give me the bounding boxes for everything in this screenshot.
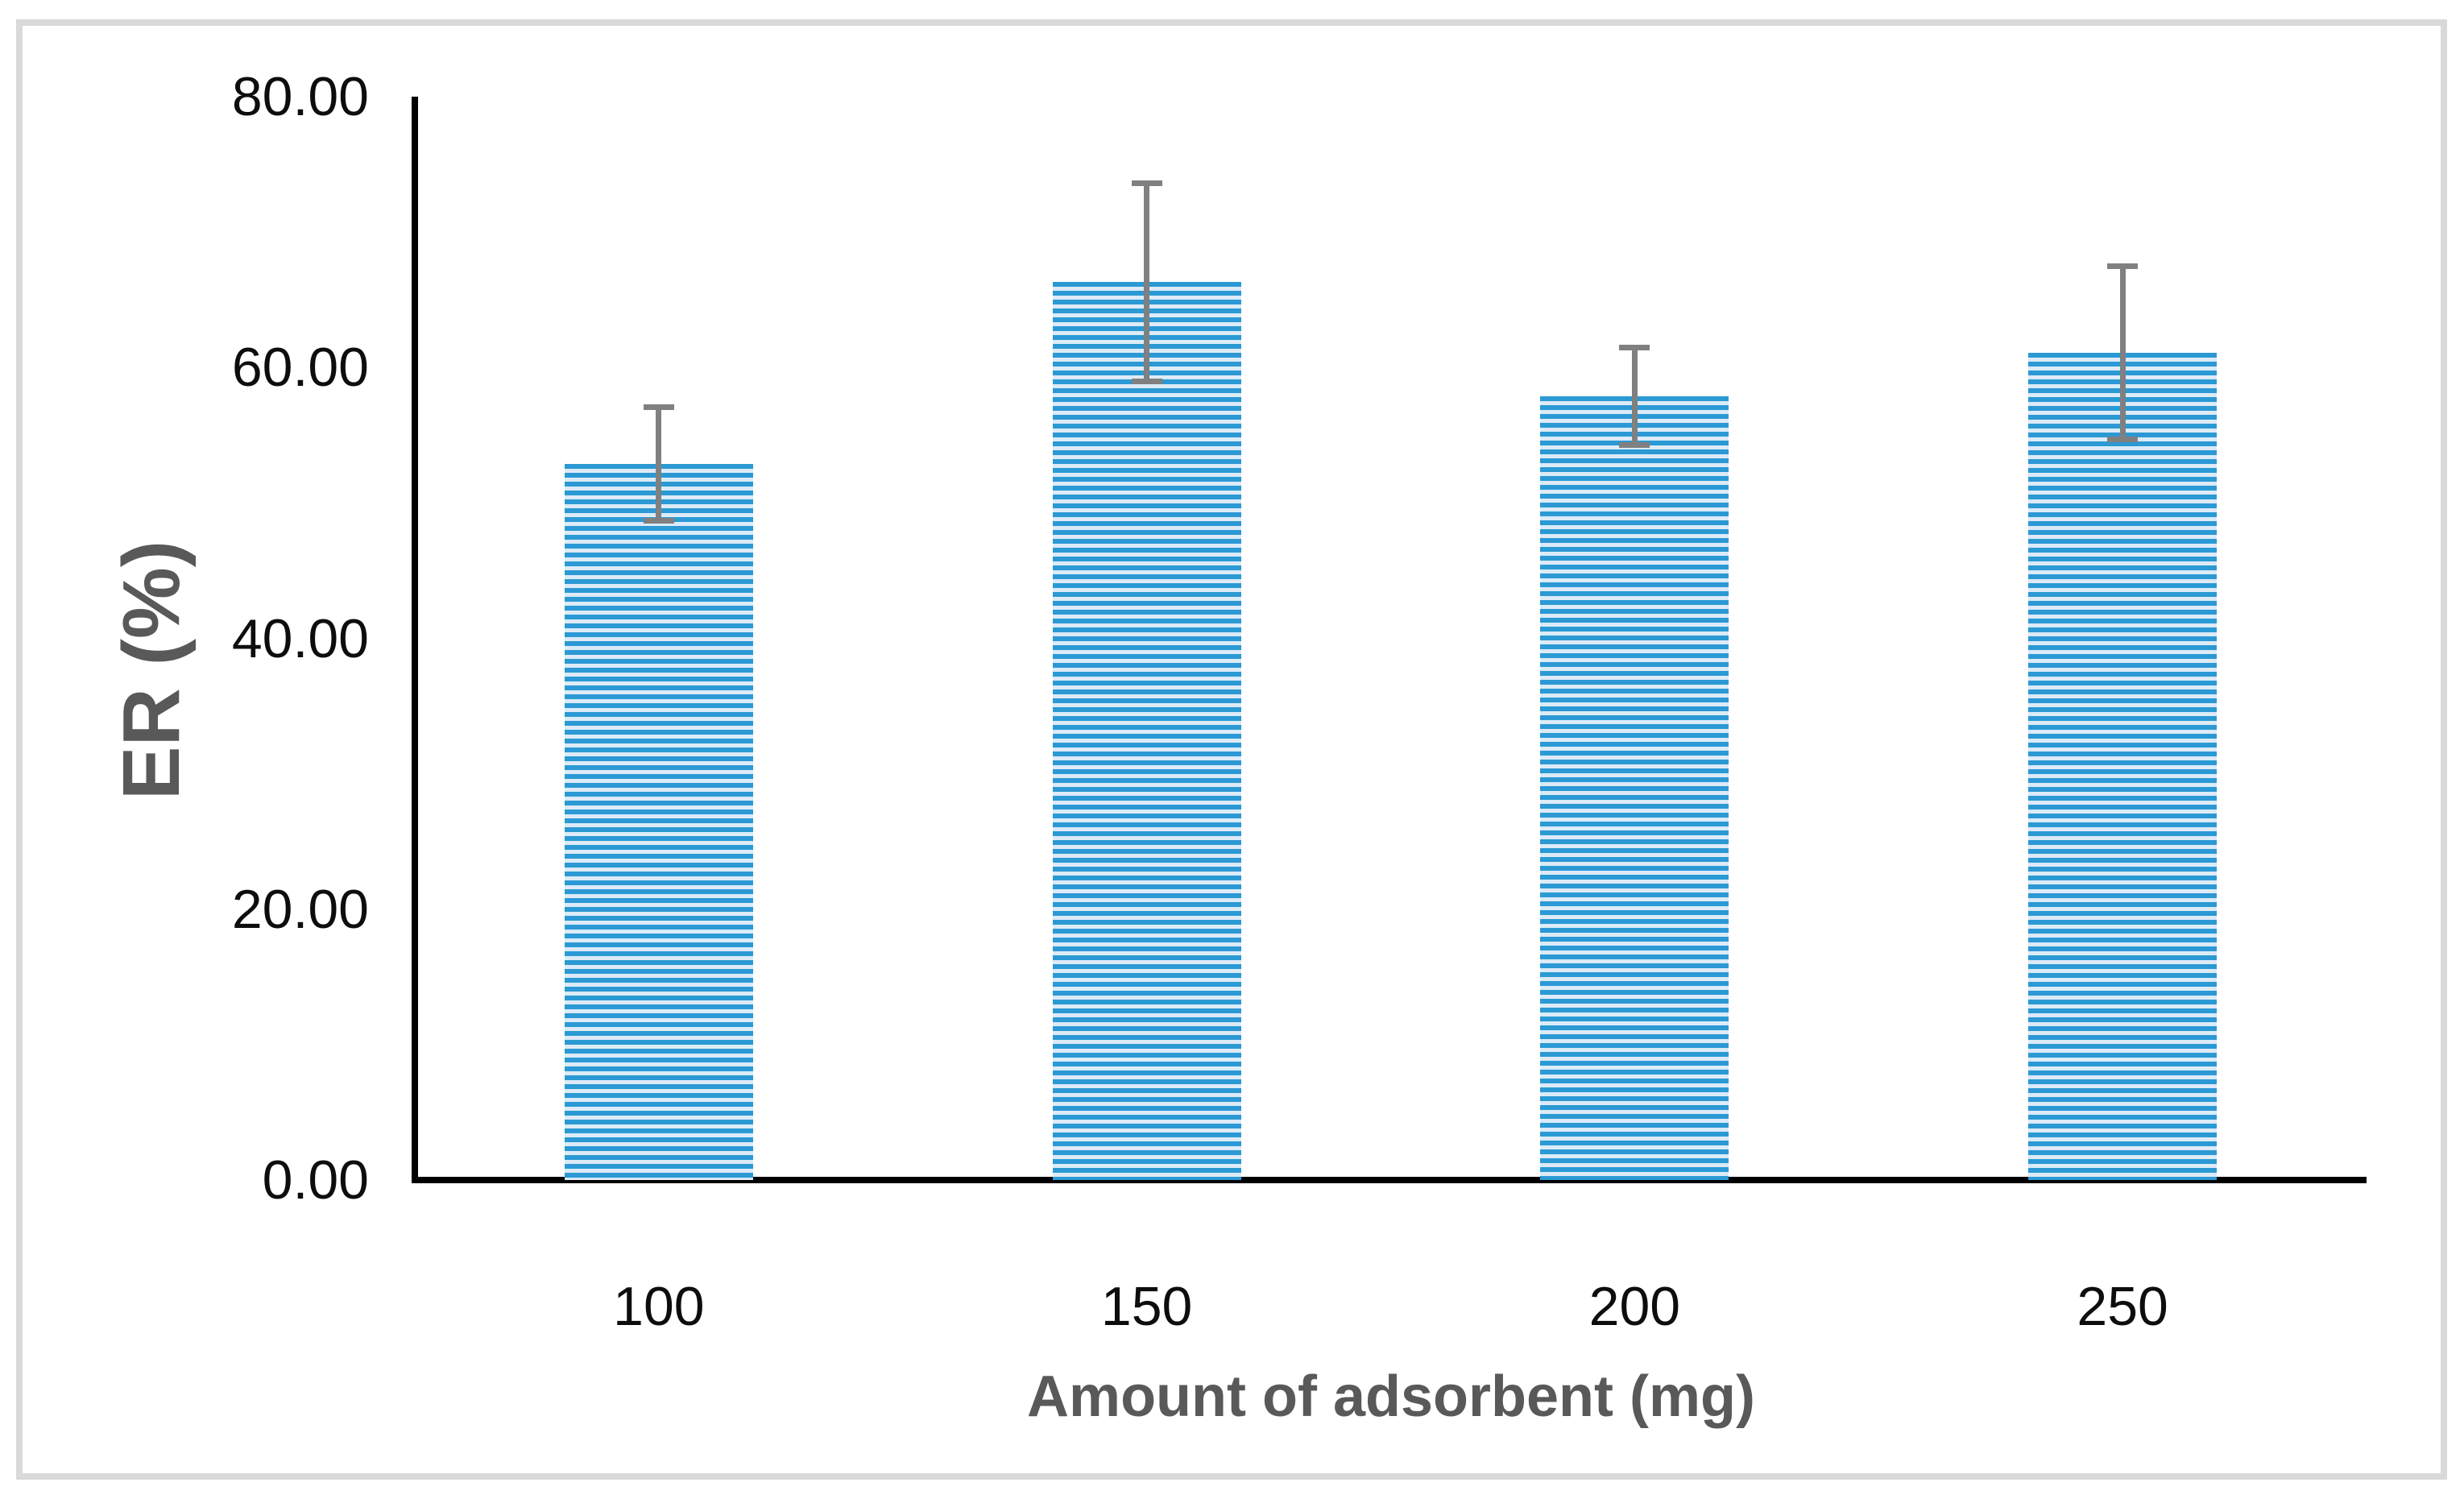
bar-100mg [564, 463, 753, 1180]
y-tick-label: 0.00 [262, 1149, 369, 1211]
y-axis-title: ER (%) [106, 540, 197, 801]
error-bar-line [1631, 347, 1638, 445]
error-bar-line [1144, 183, 1150, 382]
bar-200mg [1540, 395, 1729, 1180]
error-bar-cap-top [1131, 180, 1162, 187]
error-bar-cap-bottom [1619, 441, 1650, 448]
error-bar-line [2119, 266, 2126, 440]
bar-150mg [1052, 282, 1241, 1180]
y-tick-label: 40.00 [231, 607, 369, 669]
error-bar-cap-top [1619, 344, 1650, 350]
figure-border [16, 19, 2447, 1480]
bar-250mg [2028, 352, 2218, 1180]
y-tick-label: 60.00 [231, 337, 369, 399]
x-axis-line [412, 1177, 2367, 1183]
error-bar-cap-top [2107, 263, 2139, 269]
y-tick-label: 80.00 [231, 66, 369, 127]
error-bar-cap-bottom [1131, 378, 1162, 384]
error-bar-cap-bottom [2107, 436, 2139, 442]
x-tick-label: 100 [613, 1276, 705, 1337]
y-axis-line [412, 97, 418, 1183]
x-tick-label: 250 [2077, 1276, 2168, 1337]
x-axis-title: Amount of adsorbent (mg) [1027, 1364, 1755, 1429]
error-bar-cap-bottom [643, 517, 674, 524]
error-bar-line [656, 407, 662, 521]
error-bar-cap-top [643, 404, 674, 410]
y-tick-label: 20.00 [231, 878, 369, 940]
x-tick-label: 200 [1588, 1276, 1681, 1337]
x-tick-label: 150 [1100, 1276, 1193, 1337]
